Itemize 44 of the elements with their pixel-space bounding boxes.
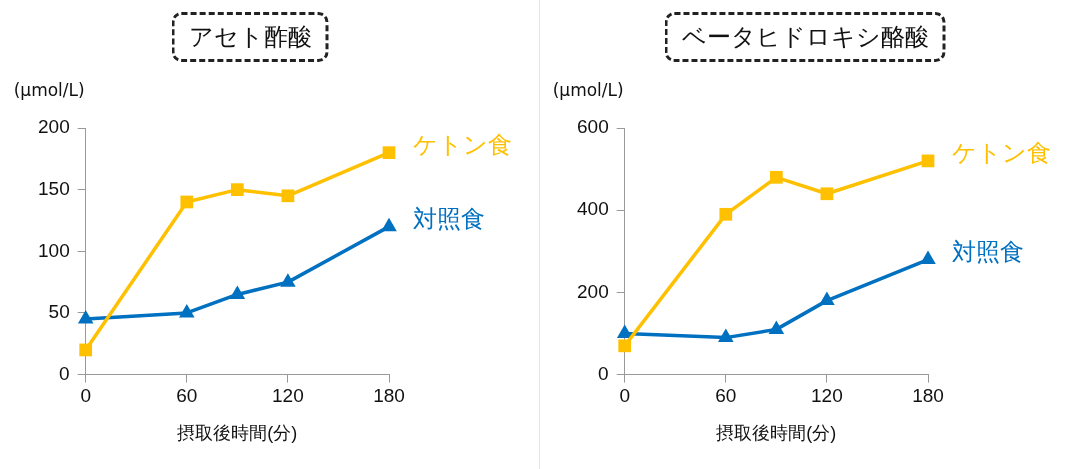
x-tick-label: 60	[715, 385, 737, 407]
x-tick-label: 0	[80, 385, 91, 407]
point	[229, 285, 246, 299]
point	[719, 207, 733, 221]
point	[180, 195, 194, 209]
y-tick-label: 600	[577, 116, 609, 138]
point	[179, 303, 195, 318]
y-tick-label: 0	[59, 362, 70, 384]
point	[820, 187, 834, 201]
x-axis-title: 摂取後時間(分)	[177, 423, 298, 444]
y-tick-label: 50	[48, 301, 70, 323]
y-tick-label: 150	[38, 177, 70, 199]
point	[281, 189, 295, 203]
y-tick-label: 200	[38, 116, 70, 138]
point	[77, 310, 94, 324]
point	[920, 250, 936, 265]
chart-title: アセト酢酸	[171, 12, 329, 62]
x-tick-label: 60	[176, 385, 198, 407]
point	[616, 324, 633, 338]
series-label: 対照食	[952, 237, 1024, 266]
chart-title: ベータヒドロキシ酪酸	[664, 12, 946, 62]
x-axis-title: 摂取後時間(分)	[716, 423, 837, 444]
y-tick-label: 400	[577, 198, 609, 220]
x-tick-label: 120	[811, 385, 843, 407]
point	[768, 320, 785, 334]
x-tick-label: 0	[619, 385, 630, 407]
point	[381, 217, 397, 232]
point	[769, 170, 783, 184]
x-tick-label: 180	[912, 385, 944, 407]
y-tick-label: 0	[598, 362, 609, 384]
point	[718, 328, 734, 343]
y-axis-title: (μmol/L)	[552, 80, 624, 101]
x-tick-label: 180	[373, 385, 405, 407]
point	[280, 273, 296, 287]
series-label: ケトン食	[413, 130, 512, 159]
x-tick-label: 120	[272, 385, 304, 407]
y-axis-title: (μmol/L)	[13, 80, 85, 101]
series-label: ケトン食	[952, 139, 1051, 168]
series-label: 対照食	[413, 204, 485, 233]
point	[382, 146, 396, 160]
y-tick-label: 200	[577, 280, 609, 302]
point	[819, 291, 835, 306]
y-tick-label: 100	[38, 239, 70, 261]
point	[230, 183, 244, 197]
